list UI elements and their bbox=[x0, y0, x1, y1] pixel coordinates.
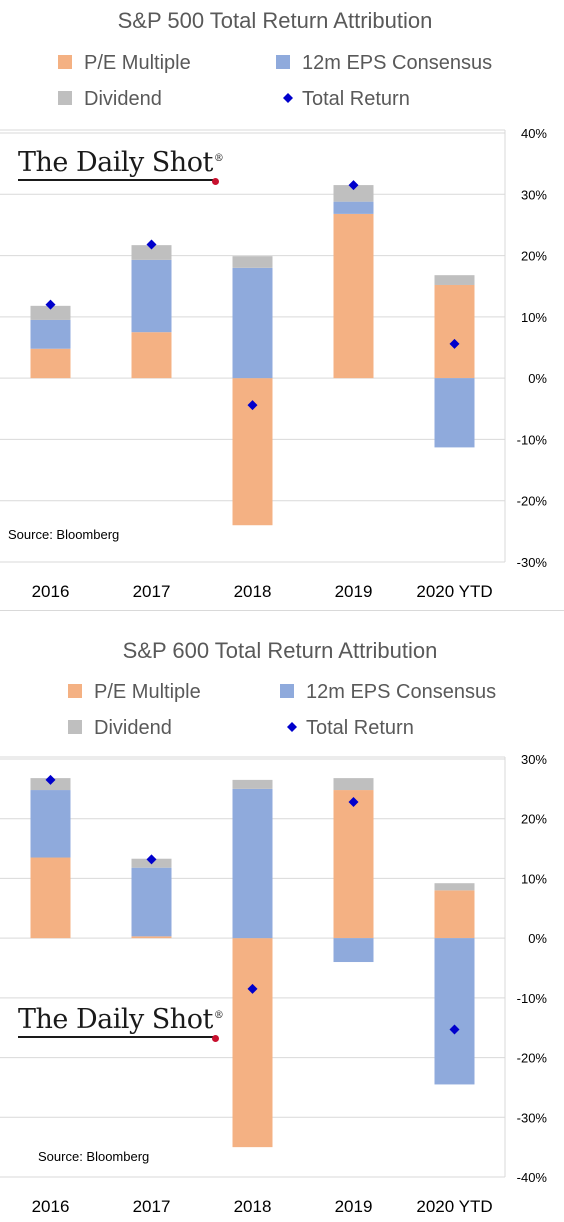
total-return-marker bbox=[348, 180, 359, 191]
x-tick-label: 2016 bbox=[32, 582, 70, 601]
total-return-marker bbox=[146, 854, 157, 865]
bar bbox=[333, 778, 374, 791]
y-tick-label: 0% bbox=[528, 371, 547, 386]
legend-label: Total Return bbox=[306, 717, 414, 739]
y-tick-label: 10% bbox=[521, 871, 547, 886]
bar bbox=[333, 201, 374, 214]
bar bbox=[30, 319, 71, 349]
bar bbox=[333, 213, 374, 379]
legend-swatch bbox=[280, 684, 294, 698]
total-return-marker bbox=[449, 338, 460, 349]
bar bbox=[131, 332, 172, 379]
chart-sp600: S&P 600 Total Return Attribution P/E Mult… bbox=[0, 638, 548, 1216]
bar bbox=[434, 378, 475, 448]
y-tick-label: 20% bbox=[521, 249, 547, 264]
legend-label: 12m EPS Consensus bbox=[306, 681, 496, 703]
legend-swatch bbox=[58, 91, 72, 105]
bar bbox=[30, 790, 71, 858]
bar bbox=[434, 275, 475, 285]
logo-red-dot bbox=[212, 1035, 220, 1042]
legend-label: P/E Multiple bbox=[94, 681, 201, 703]
total-return-marker bbox=[146, 239, 157, 250]
legend-swatch bbox=[58, 55, 72, 69]
bar bbox=[232, 256, 273, 268]
logo-red-dot bbox=[212, 178, 220, 185]
source-note: Source: Bloomberg bbox=[38, 1149, 150, 1164]
bar bbox=[434, 284, 475, 379]
bar bbox=[131, 936, 172, 939]
total-return-marker bbox=[348, 796, 359, 807]
legend-label: Dividend bbox=[94, 717, 172, 739]
y-tick-label: -10% bbox=[517, 991, 548, 1006]
logo-registered-mark: ® bbox=[213, 1010, 224, 1021]
y-tick-label: 20% bbox=[521, 812, 547, 827]
logo-underline bbox=[18, 1036, 214, 1038]
total-return-marker bbox=[247, 983, 258, 994]
x-tick-label: 2019 bbox=[335, 1197, 373, 1216]
y-tick-label: -10% bbox=[517, 432, 548, 447]
bar bbox=[333, 938, 374, 963]
y-tick-label: -30% bbox=[517, 555, 548, 570]
logo-text: The Daily Shot bbox=[18, 147, 213, 178]
bar bbox=[232, 779, 273, 789]
y-tick-label: 30% bbox=[521, 187, 547, 202]
y-tick-label: 10% bbox=[521, 310, 547, 325]
bar bbox=[333, 790, 374, 939]
legend-swatch bbox=[276, 55, 290, 69]
bar bbox=[333, 185, 374, 202]
bar bbox=[30, 348, 71, 379]
chart-title: S&P 500 Total Return Attribution bbox=[118, 8, 433, 33]
logo-registered-mark: ® bbox=[213, 153, 224, 164]
chart-panel-sp600: S&P 600 Total Return Attribution P/E Mult… bbox=[0, 611, 564, 1222]
legend-swatch bbox=[287, 722, 297, 732]
bar bbox=[434, 883, 475, 891]
chart-sp500: S&P 500 Total Return Attribution P/E Mult… bbox=[0, 8, 548, 601]
logo-underline bbox=[18, 179, 214, 181]
bar bbox=[131, 867, 172, 937]
bar bbox=[131, 259, 172, 333]
daily-shot-logo: The Daily Shot® bbox=[18, 147, 224, 185]
y-tick-label: 0% bbox=[528, 931, 547, 946]
y-tick-label: 40% bbox=[521, 126, 547, 141]
logo-text: The Daily Shot bbox=[18, 1004, 213, 1035]
legend-label: Dividend bbox=[84, 88, 162, 110]
x-tick-label: 2020 YTD bbox=[416, 1197, 492, 1216]
legend-label: Total Return bbox=[302, 88, 410, 110]
daily-shot-logo: The Daily Shot® bbox=[18, 1004, 224, 1042]
x-tick-label: 2017 bbox=[133, 582, 171, 601]
x-tick-label: 2017 bbox=[133, 1197, 171, 1216]
bar bbox=[30, 305, 71, 320]
y-tick-label: -40% bbox=[517, 1170, 548, 1185]
bar bbox=[30, 857, 71, 939]
x-tick-label: 2016 bbox=[32, 1197, 70, 1216]
chart-panel-sp500: S&P 500 Total Return Attribution P/E Mult… bbox=[0, 8, 564, 611]
chart-title: S&P 600 Total Return Attribution bbox=[123, 638, 438, 663]
bar bbox=[232, 267, 273, 379]
legend-swatch bbox=[283, 93, 293, 103]
y-tick-label: 30% bbox=[521, 752, 547, 767]
total-return-marker bbox=[45, 299, 56, 310]
source-note: Source: Bloomberg bbox=[8, 527, 120, 542]
legend-label: P/E Multiple bbox=[84, 52, 191, 74]
total-return-marker bbox=[45, 774, 56, 785]
total-return-marker bbox=[449, 1024, 460, 1035]
bar bbox=[434, 890, 475, 939]
y-tick-label: -20% bbox=[517, 494, 548, 509]
legend-swatch bbox=[68, 684, 82, 698]
x-tick-label: 2019 bbox=[335, 582, 373, 601]
bar bbox=[131, 245, 172, 260]
legend-swatch bbox=[68, 720, 82, 734]
bar bbox=[232, 938, 273, 1148]
total-return-marker bbox=[247, 400, 258, 411]
x-tick-label: 2020 YTD bbox=[416, 582, 492, 601]
bar bbox=[232, 788, 273, 939]
y-tick-label: -30% bbox=[517, 1110, 548, 1125]
bar bbox=[434, 938, 475, 1085]
legend-label: 12m EPS Consensus bbox=[302, 52, 492, 74]
x-tick-label: 2018 bbox=[234, 1197, 272, 1216]
y-tick-label: -20% bbox=[517, 1051, 548, 1066]
x-tick-label: 2018 bbox=[234, 582, 272, 601]
